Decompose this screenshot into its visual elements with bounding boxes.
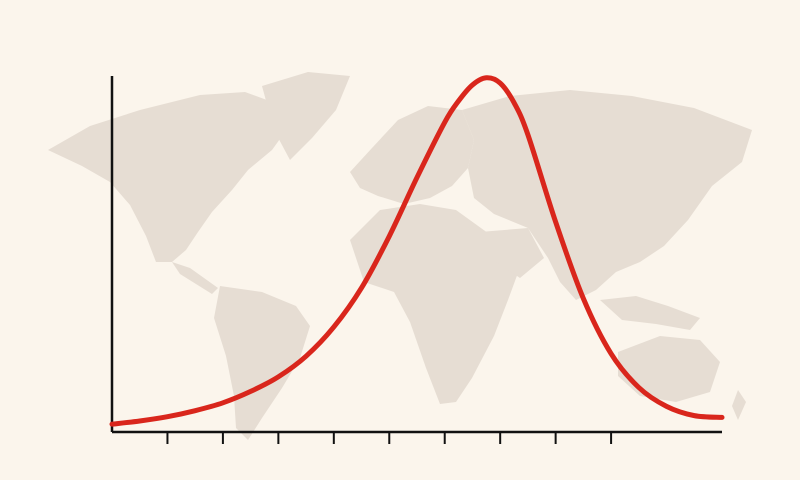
bell-curve-line xyxy=(109,75,725,427)
x-axis-ticks xyxy=(166,432,613,444)
chart-axes xyxy=(110,76,722,434)
world-map-icon xyxy=(48,72,752,440)
